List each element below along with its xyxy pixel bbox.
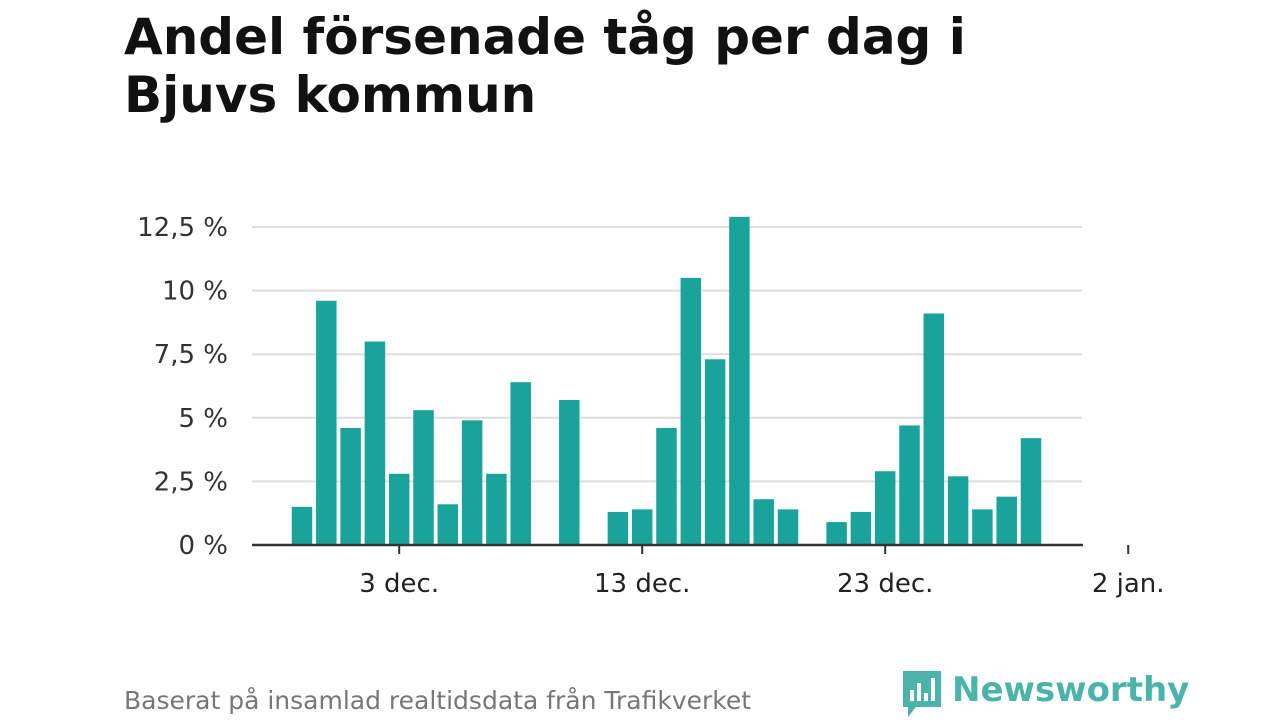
x-tick-label: 23 dec.	[837, 569, 933, 599]
bars	[291, 216, 1042, 545]
y-tick-label: 7,5 %	[154, 340, 228, 370]
bar	[729, 216, 750, 545]
bar	[826, 522, 847, 545]
bar	[874, 471, 896, 545]
bar	[1020, 438, 1042, 545]
bar	[413, 410, 434, 545]
bar	[461, 420, 483, 545]
bar	[996, 496, 1017, 545]
bar	[777, 509, 799, 545]
bar	[972, 509, 993, 545]
x-tick-label: 3 dec.	[359, 569, 439, 599]
y-tick-label: 2,5 %	[154, 467, 228, 497]
y-tick-label: 12,5 %	[137, 213, 228, 243]
bar	[316, 300, 337, 545]
x-tick-label: 2 jan.	[1092, 569, 1165, 599]
bar	[753, 499, 774, 545]
bar	[388, 473, 410, 545]
bar	[899, 425, 920, 545]
y-tick-label: 5 %	[178, 404, 228, 434]
source-note: Baserat på insamlad realtidsdata från Tr…	[124, 686, 752, 715]
y-tick-labels: 0 % 2,5 % 5 % 7,5 % 10 % 12,5 %	[137, 213, 228, 561]
brand: Newsworthy	[900, 668, 1189, 720]
bar	[680, 277, 702, 545]
brand-name: Newsworthy	[952, 670, 1190, 710]
newsworthy-logo-icon	[903, 671, 941, 717]
bar	[656, 427, 677, 545]
bar	[486, 473, 507, 545]
bar	[923, 313, 945, 545]
y-tick-label: 10 %	[162, 277, 228, 307]
bar	[291, 506, 313, 545]
bar	[631, 509, 653, 545]
x-tick-label: 13 dec.	[594, 569, 690, 599]
bar	[437, 504, 459, 545]
bar	[510, 382, 531, 545]
y-tick-label: 0 %	[178, 531, 228, 561]
bar	[559, 399, 580, 545]
bar	[704, 359, 726, 545]
bar	[607, 511, 629, 545]
bar	[947, 476, 969, 545]
bar	[850, 511, 872, 545]
bar	[364, 341, 386, 545]
x-tick-labels: 3 dec. 13 dec. 23 dec. 2 jan.	[359, 569, 1164, 599]
page-title: Andel försenade tåg per dag i Bjuvs komm…	[124, 8, 966, 124]
axes	[252, 543, 1130, 554]
bar	[340, 427, 361, 545]
